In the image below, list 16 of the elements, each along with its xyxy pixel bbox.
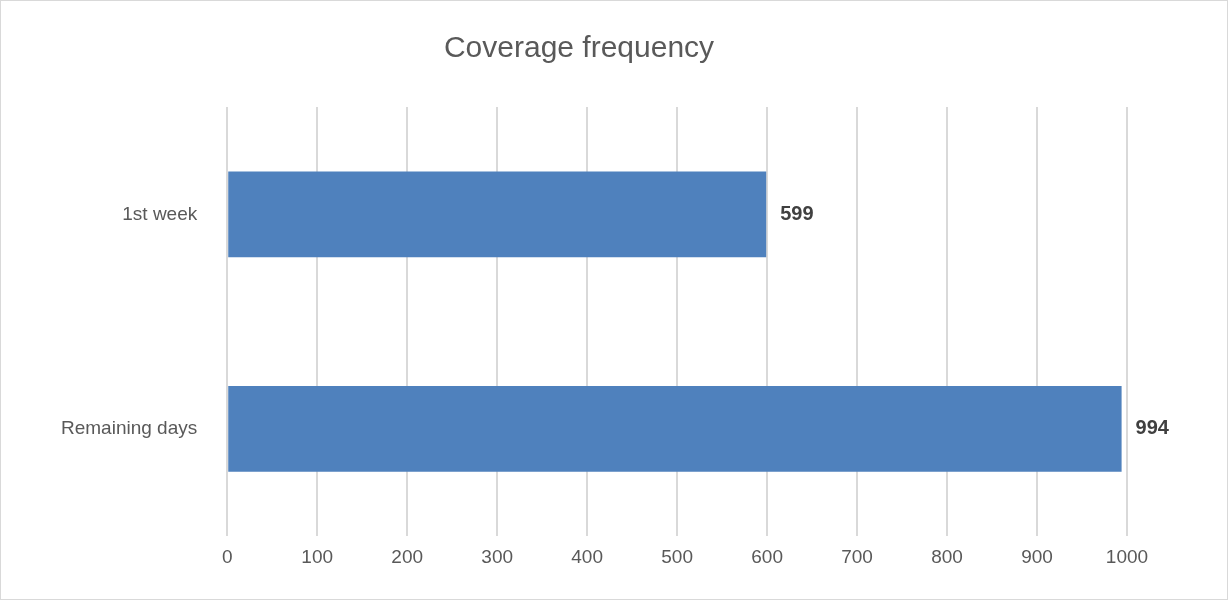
x-tick-label: 300 <box>481 545 514 567</box>
x-tick-label: 800 <box>931 545 963 567</box>
x-tick-label: 100 <box>301 545 334 567</box>
y-tick-label: 1st week <box>122 202 198 224</box>
x-tick-label: 0 <box>221 545 233 567</box>
x-tick-label: 600 <box>751 545 783 567</box>
data-label: 599 <box>780 201 814 224</box>
y-tick-label: Remaining days <box>60 417 198 439</box>
data-label: 994 <box>1135 416 1170 439</box>
x-tick-label: 500 <box>661 545 693 567</box>
x-tick-label: 700 <box>841 545 873 567</box>
x-tick-label: 400 <box>571 545 603 567</box>
x-tick-label: 900 <box>1021 545 1053 567</box>
x-tick-label: 200 <box>391 545 424 567</box>
chart-title: Coverage frequency <box>443 30 715 64</box>
x-tick-label: 1000 <box>1105 545 1149 567</box>
